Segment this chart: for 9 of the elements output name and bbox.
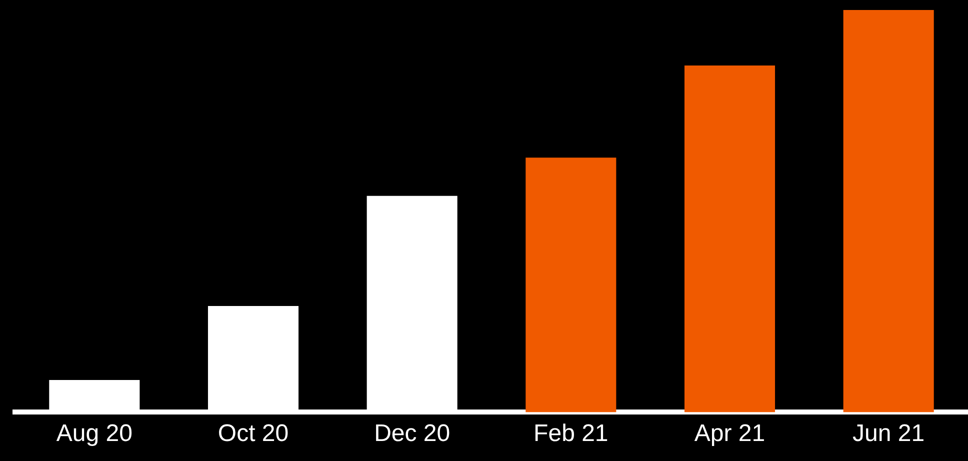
x-tick-label: Oct 20 [218, 420, 289, 448]
x-tick-label: Aug 20 [56, 420, 132, 448]
x-tick-label: Jun 21 [852, 420, 925, 448]
bar [526, 158, 616, 412]
x-tick-label: Apr 21 [694, 420, 766, 448]
x-tick-label: Feb 21 [534, 420, 608, 448]
bar [843, 10, 934, 412]
x-tick-label: Dec 20 [374, 420, 450, 448]
bar [684, 66, 776, 412]
